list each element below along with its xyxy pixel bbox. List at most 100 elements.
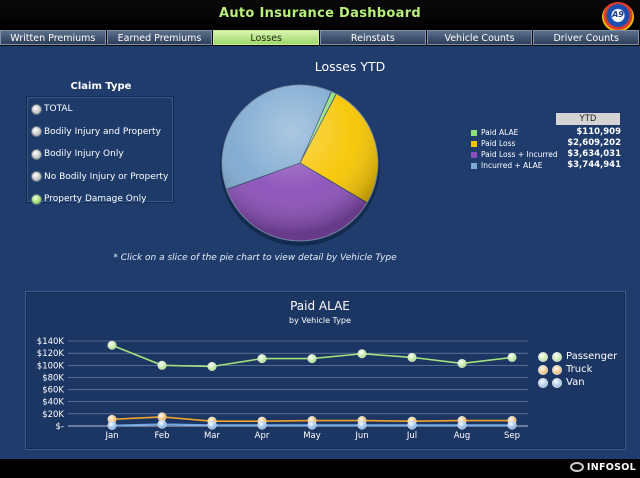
y-tick-label: $- — [56, 422, 64, 432]
claim-type-radio-group: TOTAL Bodily Injury and Property Bodily In… — [26, 96, 174, 205]
y-tick-label: $140K — [37, 337, 65, 347]
series-legend-item: Truck — [538, 363, 628, 376]
data-point-passenger[interactable] — [157, 360, 167, 370]
x-tick-label: Jan — [104, 431, 118, 441]
x-tick-label: Mar — [204, 431, 221, 441]
legend-swatch — [471, 151, 477, 158]
losses-ytd-pie-chart[interactable] — [215, 78, 385, 248]
radio-button[interactable] — [31, 148, 42, 160]
claim-type-option[interactable]: TOTAL — [31, 98, 173, 121]
data-point-van[interactable] — [157, 419, 167, 429]
infosol-logo: INFOSOL — [569, 462, 636, 473]
legend-value: $3,634,031 — [567, 149, 621, 159]
tab-earned-premiums[interactable]: Earned Premiums — [106, 30, 213, 45]
tab-losses[interactable]: Losses — [213, 30, 320, 45]
ytd-column-header: YTD — [556, 113, 620, 125]
y-tick-label: $60K — [42, 386, 64, 396]
app-title: Auto Insurance Dashboard — [218, 6, 422, 21]
data-point-van[interactable] — [207, 420, 217, 430]
logo-text: A9 — [612, 10, 624, 19]
legend-marker-icon — [538, 351, 548, 362]
legend-swatch — [471, 140, 477, 147]
pie-chart-note: * Click on a slice of the pie chart to v… — [113, 253, 397, 263]
claim-type-option[interactable]: Property Damage Only — [31, 188, 173, 211]
legend-label: Paid Loss — [481, 139, 516, 148]
claim-type-option[interactable]: Bodily Injury and Property — [31, 121, 173, 144]
data-point-passenger[interactable] — [107, 340, 117, 350]
radio-button[interactable] — [31, 126, 42, 138]
claim-type-option-label: TOTAL — [44, 104, 73, 115]
data-point-van[interactable] — [357, 420, 367, 430]
y-tick-label: $80K — [42, 373, 64, 383]
x-tick-label: May — [303, 431, 321, 441]
legend-swatch — [471, 162, 477, 169]
data-point-van[interactable] — [407, 420, 417, 430]
legend-marker-icon — [538, 377, 548, 388]
tab-vehicle-counts[interactable]: Vehicle Counts — [426, 30, 533, 45]
claim-type-option-label: Bodily Injury and Property — [44, 126, 161, 137]
data-point-van[interactable] — [307, 420, 317, 430]
x-tick-label: Sep — [504, 431, 520, 441]
data-point-passenger[interactable] — [307, 354, 317, 364]
pie-legend-item: Paid Loss + Incurred $3,634,031 — [471, 149, 621, 160]
radio-button[interactable] — [31, 103, 42, 115]
series-legend-item: Van — [538, 376, 628, 389]
y-tick-label: $20K — [42, 410, 64, 420]
data-point-van[interactable] — [457, 420, 467, 430]
company-logo: A9 — [602, 2, 634, 32]
legend-value: $110,909 — [576, 127, 621, 137]
claim-type-option-label: No Bodily Injury or Property — [44, 171, 169, 182]
legend-value: $3,744,941 — [567, 160, 621, 170]
data-point-van[interactable] — [507, 420, 517, 430]
series-legend-label: Truck — [566, 364, 593, 375]
pie-legend-item: Paid Loss $2,609,202 — [471, 138, 621, 149]
pie-legend-item: Paid ALAE $110,909 — [471, 127, 621, 138]
y-tick-label: $120K — [37, 349, 65, 359]
infosol-brand: INFOSOL — [586, 462, 636, 473]
legend-marker-icon — [538, 364, 548, 375]
data-point-van[interactable] — [107, 420, 117, 430]
legend-label: Incurred + ALAE — [481, 161, 543, 170]
legend-marker-icon — [552, 364, 562, 375]
x-tick-label: Aug — [454, 431, 471, 441]
tab-written-premiums[interactable]: Written Premiums — [0, 30, 106, 45]
x-tick-label: Jul — [406, 431, 417, 441]
footer-bar — [0, 459, 640, 478]
pie-legend-item: Incurred + ALAE $3,744,941 — [471, 160, 621, 171]
radio-button[interactable] — [31, 193, 42, 205]
x-tick-label: Jun — [354, 431, 368, 441]
data-point-passenger[interactable] — [507, 352, 517, 362]
x-tick-label: Feb — [154, 431, 169, 441]
tab-bar: Written Premiums Earned Premiums Losses Rei… — [0, 30, 640, 46]
radio-button[interactable] — [31, 171, 42, 183]
claim-type-option-label: Property Damage Only — [44, 194, 147, 205]
line-chart-title: Paid ALAE — [290, 299, 350, 313]
paid-alae-line-chart: $- $20K $40K $60K $80K $100K $120K $140K Jan Feb M… — [37, 337, 528, 441]
legend-value: $2,609,202 — [567, 138, 621, 148]
paid-alae-panel — [25, 291, 626, 450]
x-tick-label: Apr — [255, 431, 270, 441]
data-point-passenger[interactable] — [407, 352, 417, 362]
claim-type-option[interactable]: Bodily Injury Only — [31, 143, 173, 166]
data-point-van[interactable] — [257, 420, 267, 430]
tab-driver-counts[interactable]: Driver Counts — [533, 30, 640, 45]
claim-type-option-label: Bodily Injury Only — [44, 149, 124, 160]
pie-chart-title: Losses YTD — [314, 59, 386, 74]
data-point-passenger[interactable] — [457, 358, 467, 368]
series-legend-label: Van — [566, 377, 585, 388]
pie-rim — [221, 84, 379, 242]
legend-marker-icon — [552, 351, 562, 362]
y-tick-label: $40K — [42, 398, 64, 408]
tab-reinstats[interactable]: Reinstats — [320, 30, 426, 45]
data-point-passenger[interactable] — [357, 349, 367, 359]
y-tick-label: $100K — [37, 361, 65, 371]
line-chart-subtitle: by Vehicle Type — [289, 316, 351, 325]
legend-label: Paid Loss + Incurred — [481, 150, 558, 159]
claim-type-option[interactable]: No Bodily Injury or Property — [31, 166, 173, 189]
legend-label: Paid ALAE — [481, 128, 519, 137]
legend-swatch — [471, 129, 477, 136]
title-bar: Auto Insurance Dashboard A9 — [0, 0, 640, 32]
data-point-passenger[interactable] — [257, 354, 267, 364]
data-point-passenger[interactable] — [207, 361, 217, 371]
claim-type-title: Claim Type — [70, 81, 132, 92]
